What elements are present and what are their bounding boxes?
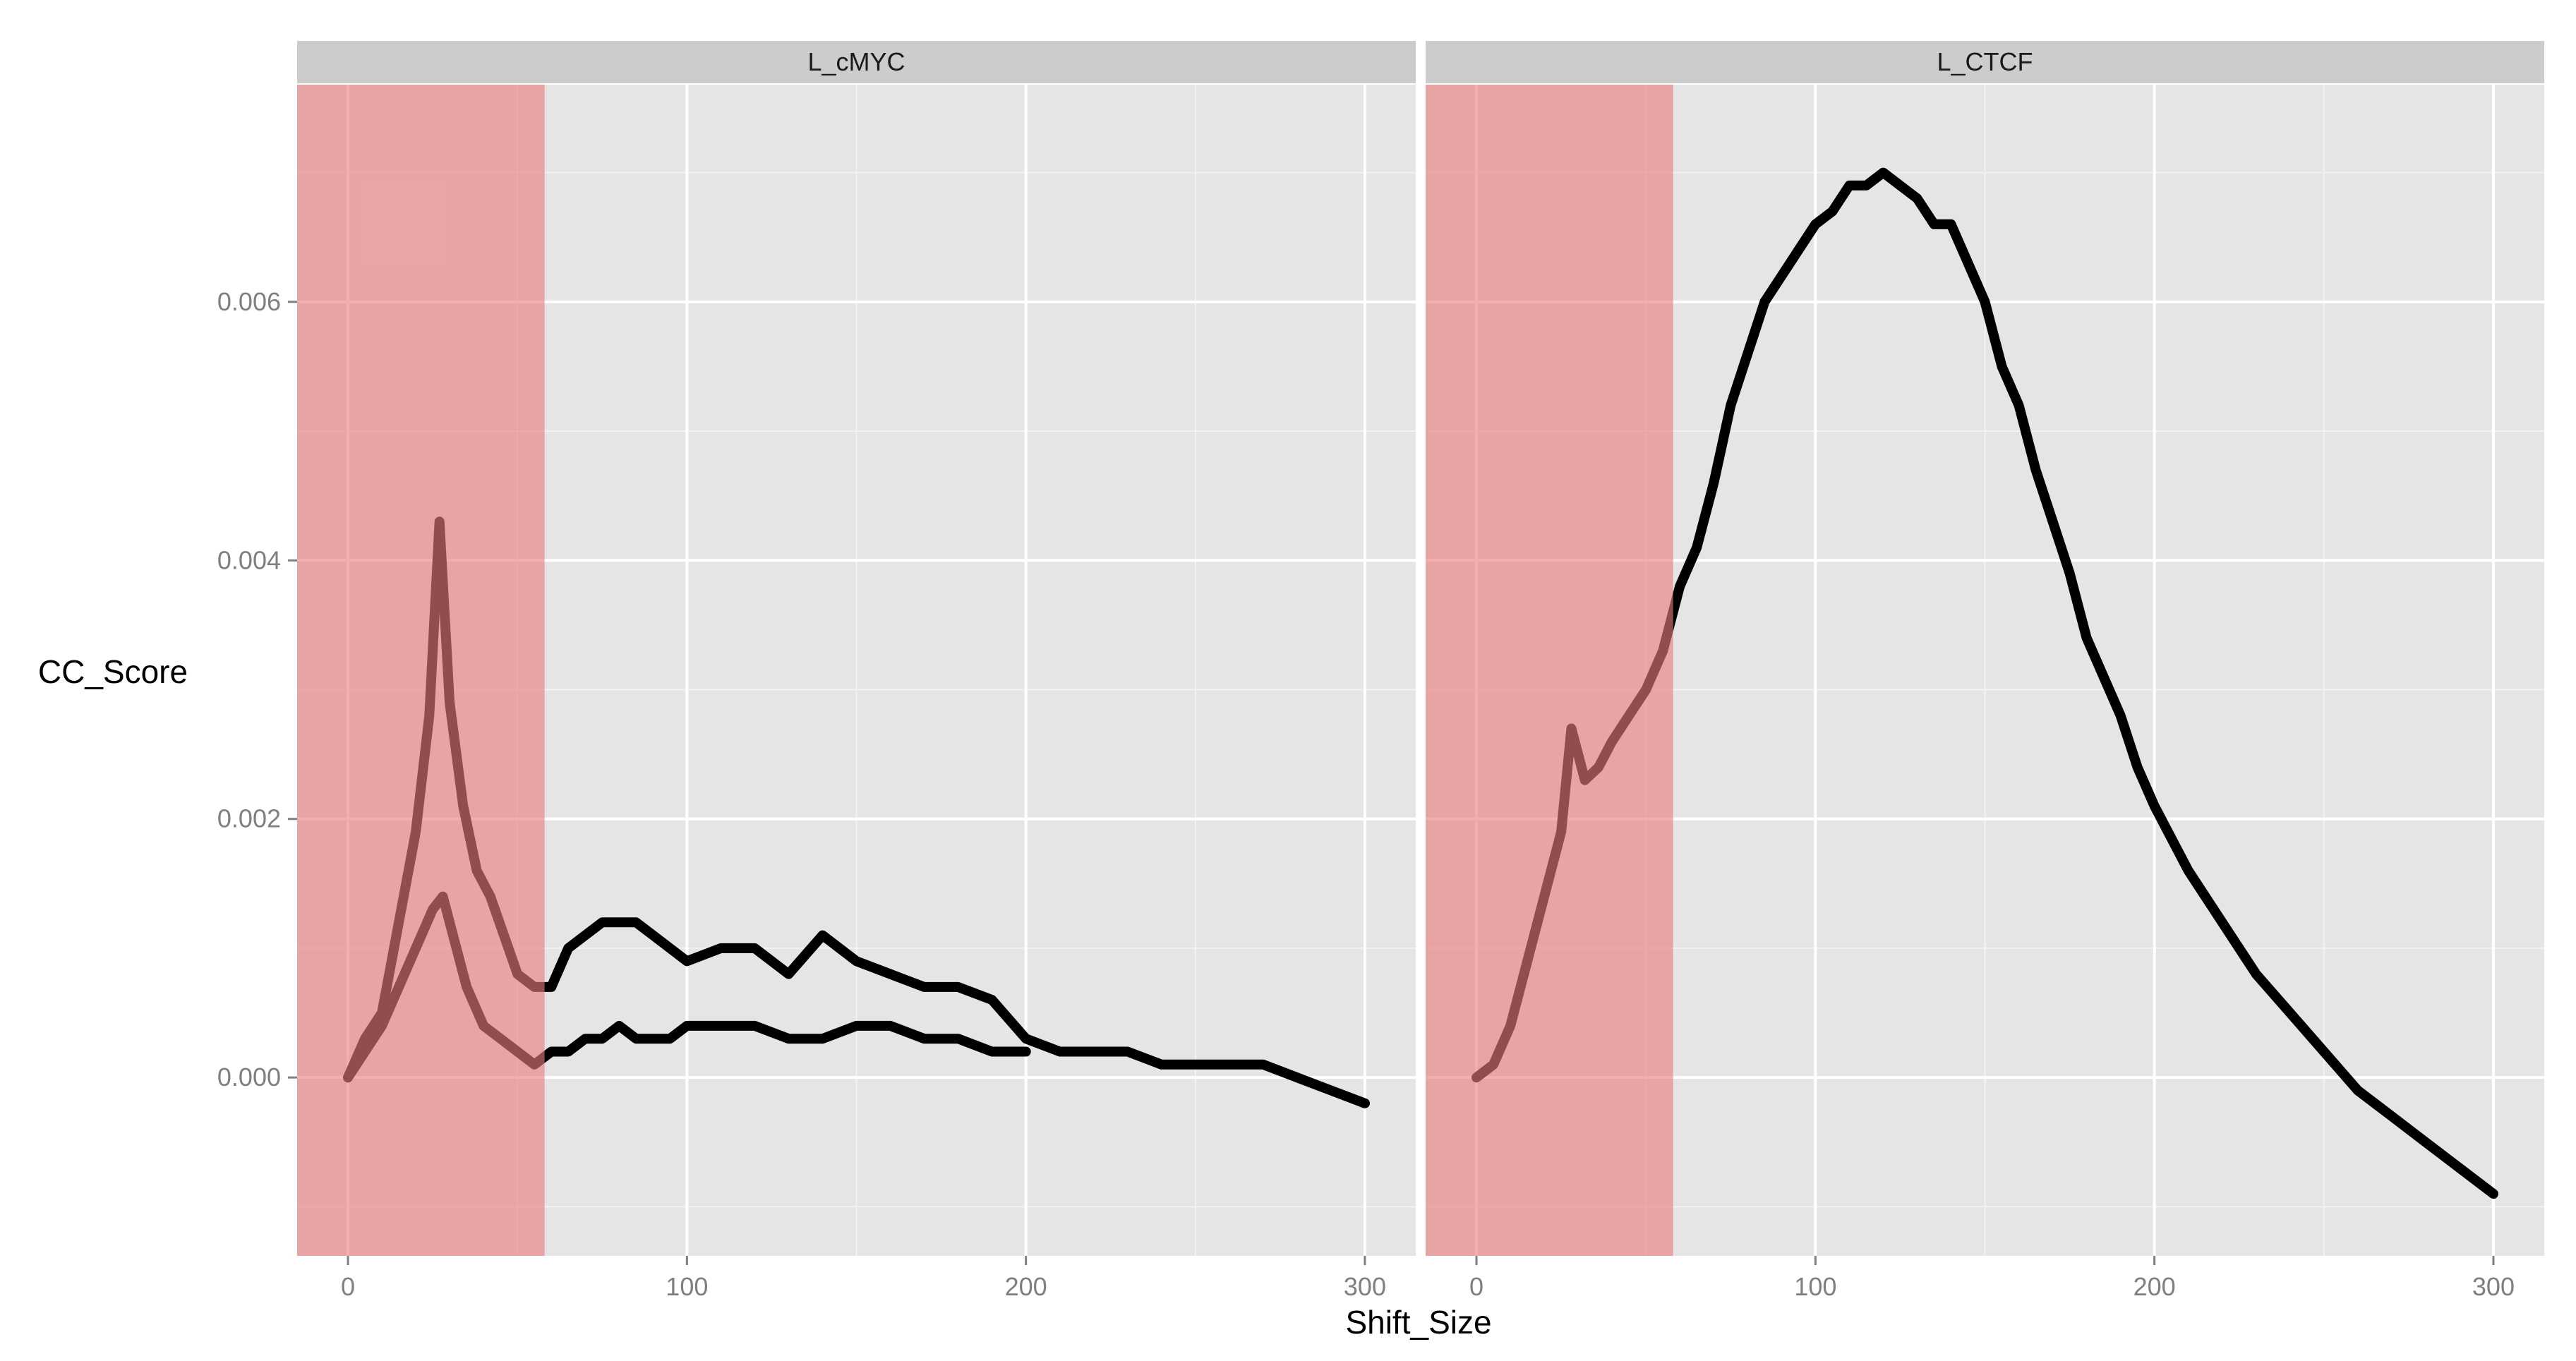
facet-strip-label: L_CTCF (1937, 47, 2033, 76)
highlight-band (1426, 85, 1673, 1256)
facet-strip (1426, 41, 2544, 83)
x-tick-label: 300 (1344, 1272, 1386, 1301)
y-axis-title: CC_Score (38, 653, 188, 690)
panel-2: L_CTCF (1426, 41, 2544, 1256)
x-tick-label: 0 (1469, 1272, 1483, 1301)
facet-strip (297, 41, 1416, 83)
y-tick-label: 0.002 (217, 804, 281, 833)
y-tick-label: 0.006 (217, 287, 281, 316)
y-axis: 0.000 0.002 0.004 0.006 (217, 287, 297, 1091)
x-tick-label: 200 (2133, 1272, 2176, 1301)
facet-strip-label: L_cMYC (807, 47, 905, 76)
panel-1: L_cMYC (297, 41, 1416, 1256)
highlight-band (297, 85, 545, 1256)
x-tick-label: 200 (1005, 1272, 1047, 1301)
panels-layer: L_cMYC L_CTCF (297, 41, 2544, 1256)
x-axis: 0 100 200 300 0 100 200 300 (341, 1256, 2515, 1301)
y-tick-label: 0.000 (217, 1063, 281, 1091)
x-tick-label: 100 (1794, 1272, 1836, 1301)
x-axis-title: Shift_Size (1345, 1304, 1491, 1341)
x-tick-label: 100 (666, 1272, 708, 1301)
y-tick-label: 0.004 (217, 545, 281, 574)
x-tick-label: 300 (2472, 1272, 2515, 1301)
x-tick-label: 0 (341, 1272, 355, 1301)
